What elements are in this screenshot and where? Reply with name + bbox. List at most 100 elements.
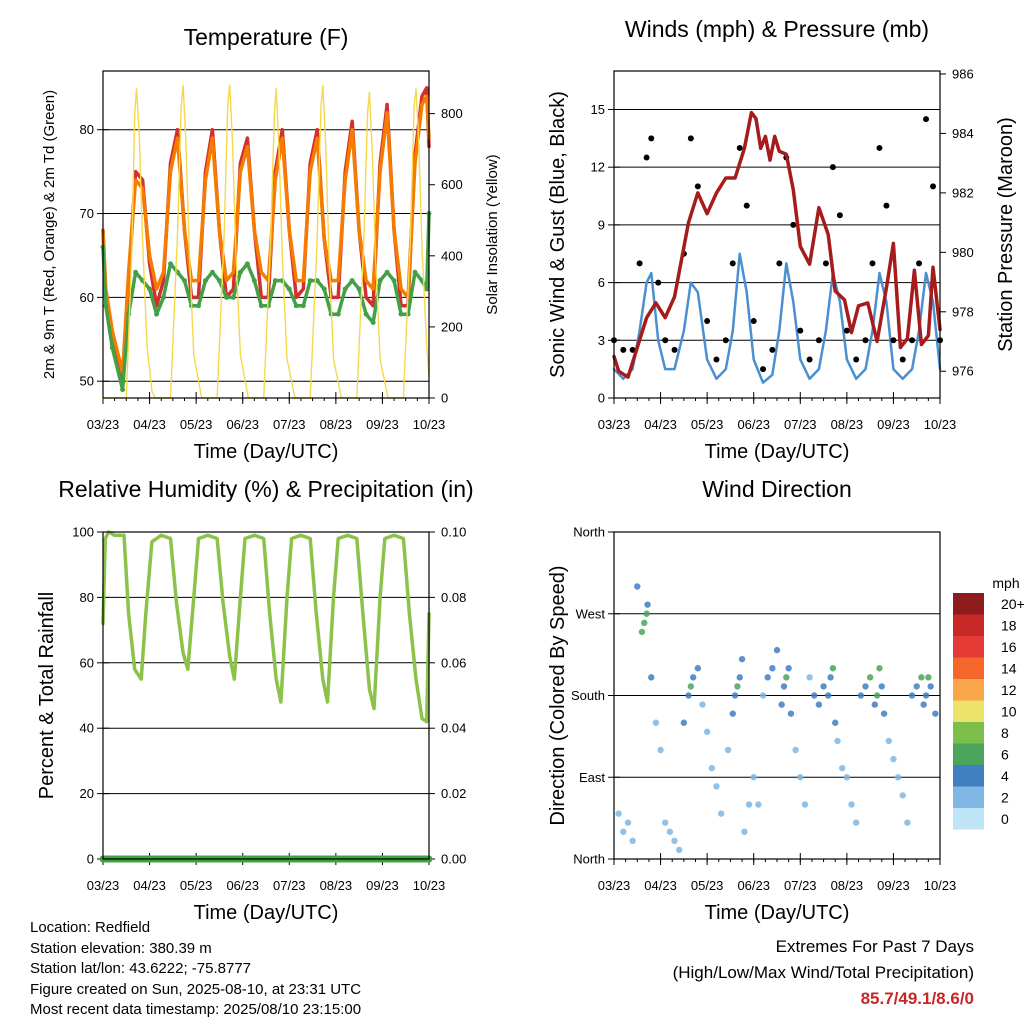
temp-series-point [286,286,292,292]
dir-point [857,692,865,699]
dir-point [792,746,799,754]
dir-xtick-label: 06/23 [737,878,770,893]
temp-series-point [321,286,327,292]
wind-xtick-label: 07/23 [784,417,817,432]
legend-label: 4 [1001,768,1009,784]
dir-point [913,683,920,690]
dir-point [708,764,715,772]
legend-swatch [953,808,984,830]
wind-ytick-right-label: 986 [952,66,974,81]
dir-point [866,674,874,681]
temp-series-point [391,278,397,284]
wind-series-point [836,212,843,219]
legend-swatch [953,786,984,808]
legend-swatch [953,593,984,615]
dir-point [687,683,695,690]
temp-xtick-label: 08/23 [320,417,353,432]
wind-title: Winds (mph) & Pressure (mb) [625,16,929,42]
wind-series-point [876,144,883,151]
temp-xtick-label: 03/23 [87,417,120,432]
dir-point [629,837,636,845]
dir-point [899,792,906,799]
dir-point [885,737,892,745]
rh-ytick-right-label: 0.10 [441,525,466,540]
wind-ytick-label: 6 [598,275,605,290]
temp-ylabel: 2m & 9m T (Red, Orange) & 2m Td (Green) [41,90,58,379]
wind-series-point [923,116,930,123]
temp-series-point [103,303,109,309]
rh-xtick-label: 09/23 [366,878,399,893]
dir-point [638,628,646,636]
legend-label: 10 [1001,704,1017,720]
wind-series-point [736,144,743,151]
dir-point [641,619,648,627]
dir-point [852,819,860,826]
dir-point [652,719,660,726]
dir-point [797,774,804,781]
temp-series-point [356,286,362,292]
dir-point [815,701,823,708]
legend-label: 2 [1001,790,1009,806]
wind-ytick-right-label: 976 [952,364,974,379]
station-info: Location: Redfield Station elevation: 38… [30,918,361,1021]
temp-xtick-label: 06/23 [226,417,259,432]
wind-series-point [890,337,897,344]
legend-swatch [953,614,984,636]
legend-title: mph [992,575,1019,591]
dir-point [773,646,781,654]
temp-series-point [133,269,139,275]
rh-ytick-right-label: 0.08 [441,590,466,605]
dir-point [908,692,916,699]
wind-series-point [769,346,776,353]
wind-series-line [612,110,942,379]
dir-point [676,846,683,854]
wind-series-point [648,135,655,142]
dir-point [662,819,669,826]
dir-point [685,692,692,699]
temp-xlabel: Time (Day/UTC) [194,441,339,463]
wind-series-point [636,260,643,267]
dir-point [731,692,739,699]
temp-xtick-label: 04/23 [133,417,166,432]
temp-series-point [335,311,341,317]
dir-point [811,692,818,699]
legend-label: 8 [1001,725,1009,741]
wind-xtick-label: 08/23 [831,417,864,432]
dir-xtick-label: 05/23 [691,878,724,893]
wind-series-point [853,356,860,363]
temp-ytick-right-label: 800 [441,106,463,121]
wind-series-point [687,135,694,142]
wind-series-point [869,260,876,267]
temp-ytick-label: 50 [80,374,94,389]
rh-xtick-label: 04/23 [133,878,166,893]
station-elevation: Station elevation: 380.39 m [30,939,212,957]
temp-series-point [216,278,222,284]
dir-xtick-label: 07/23 [784,878,817,893]
dir-point [890,755,897,763]
dir-point [717,810,725,817]
legend-swatch [953,657,984,679]
rh-xtick-label: 10/23 [413,878,446,893]
temp-series-point [168,261,174,267]
dir-ytick-label: North [573,852,605,867]
extremes-values: 85.7/49.1/8.6/0 [860,989,974,1008]
dir-point [694,665,702,672]
wind-series-point [729,260,736,267]
wind-series-point [829,164,836,171]
dir-ytick-label: South [571,688,605,703]
wind-series-point [643,154,650,161]
temp-series-point [293,303,299,309]
wind-xtick-label: 09/23 [877,417,910,432]
rh-xtick-label: 06/23 [226,878,259,893]
temp-series-point [370,320,376,326]
rh-ytick-right-label: 0.02 [441,786,466,801]
temp-xtick-label: 07/23 [273,417,306,432]
wind-series-point [806,356,813,363]
legend-label: 18 [1001,618,1017,634]
temp-series-point [398,311,404,317]
wind-series-point [843,327,850,334]
dir-xtick-label: 04/23 [644,878,677,893]
temp-plot-frame [102,70,430,399]
wind-xlabel: Time (Day/UTC) [705,441,850,463]
temp-ytick-label: 80 [80,122,94,137]
